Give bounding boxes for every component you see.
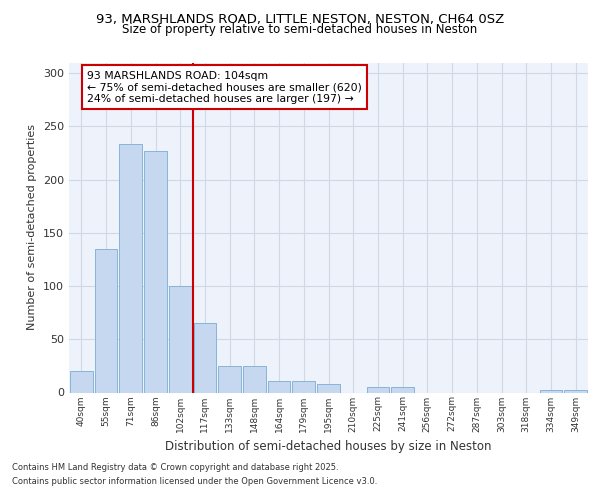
Bar (169, 286, 191, 393)
Bar (391, 387, 414, 392)
Text: 93 MARSHLANDS ROAD: 104sqm
← 75% of semi-detached houses are smaller (620)
24% o: 93 MARSHLANDS ROAD: 104sqm ← 75% of semi… (87, 70, 362, 104)
Y-axis label: Number of semi-detached properties: Number of semi-detached properties (28, 124, 37, 330)
Bar (268, 381, 290, 392)
Bar (119, 144, 142, 392)
Bar (367, 387, 389, 392)
Text: Size of property relative to semi-detached houses in Neston: Size of property relative to semi-detach… (122, 24, 478, 36)
Text: Contains public sector information licensed under the Open Government Licence v3: Contains public sector information licen… (12, 477, 377, 486)
Text: Contains HM Land Registry data © Crown copyright and database right 2025.: Contains HM Land Registry data © Crown c… (12, 464, 338, 472)
Bar (292, 381, 315, 392)
Bar (70, 371, 93, 392)
Bar (218, 366, 241, 392)
Bar (95, 249, 118, 392)
X-axis label: Distribution of semi-detached houses by size in Neston: Distribution of semi-detached houses by … (165, 440, 492, 453)
Bar (194, 324, 216, 392)
Bar (243, 366, 266, 392)
Bar (539, 390, 562, 392)
Bar (317, 384, 340, 392)
Bar (144, 151, 167, 392)
Text: 93, MARSHLANDS ROAD, LITTLE NESTON, NESTON, CH64 0SZ: 93, MARSHLANDS ROAD, LITTLE NESTON, NEST… (96, 12, 504, 26)
Bar (564, 390, 587, 392)
